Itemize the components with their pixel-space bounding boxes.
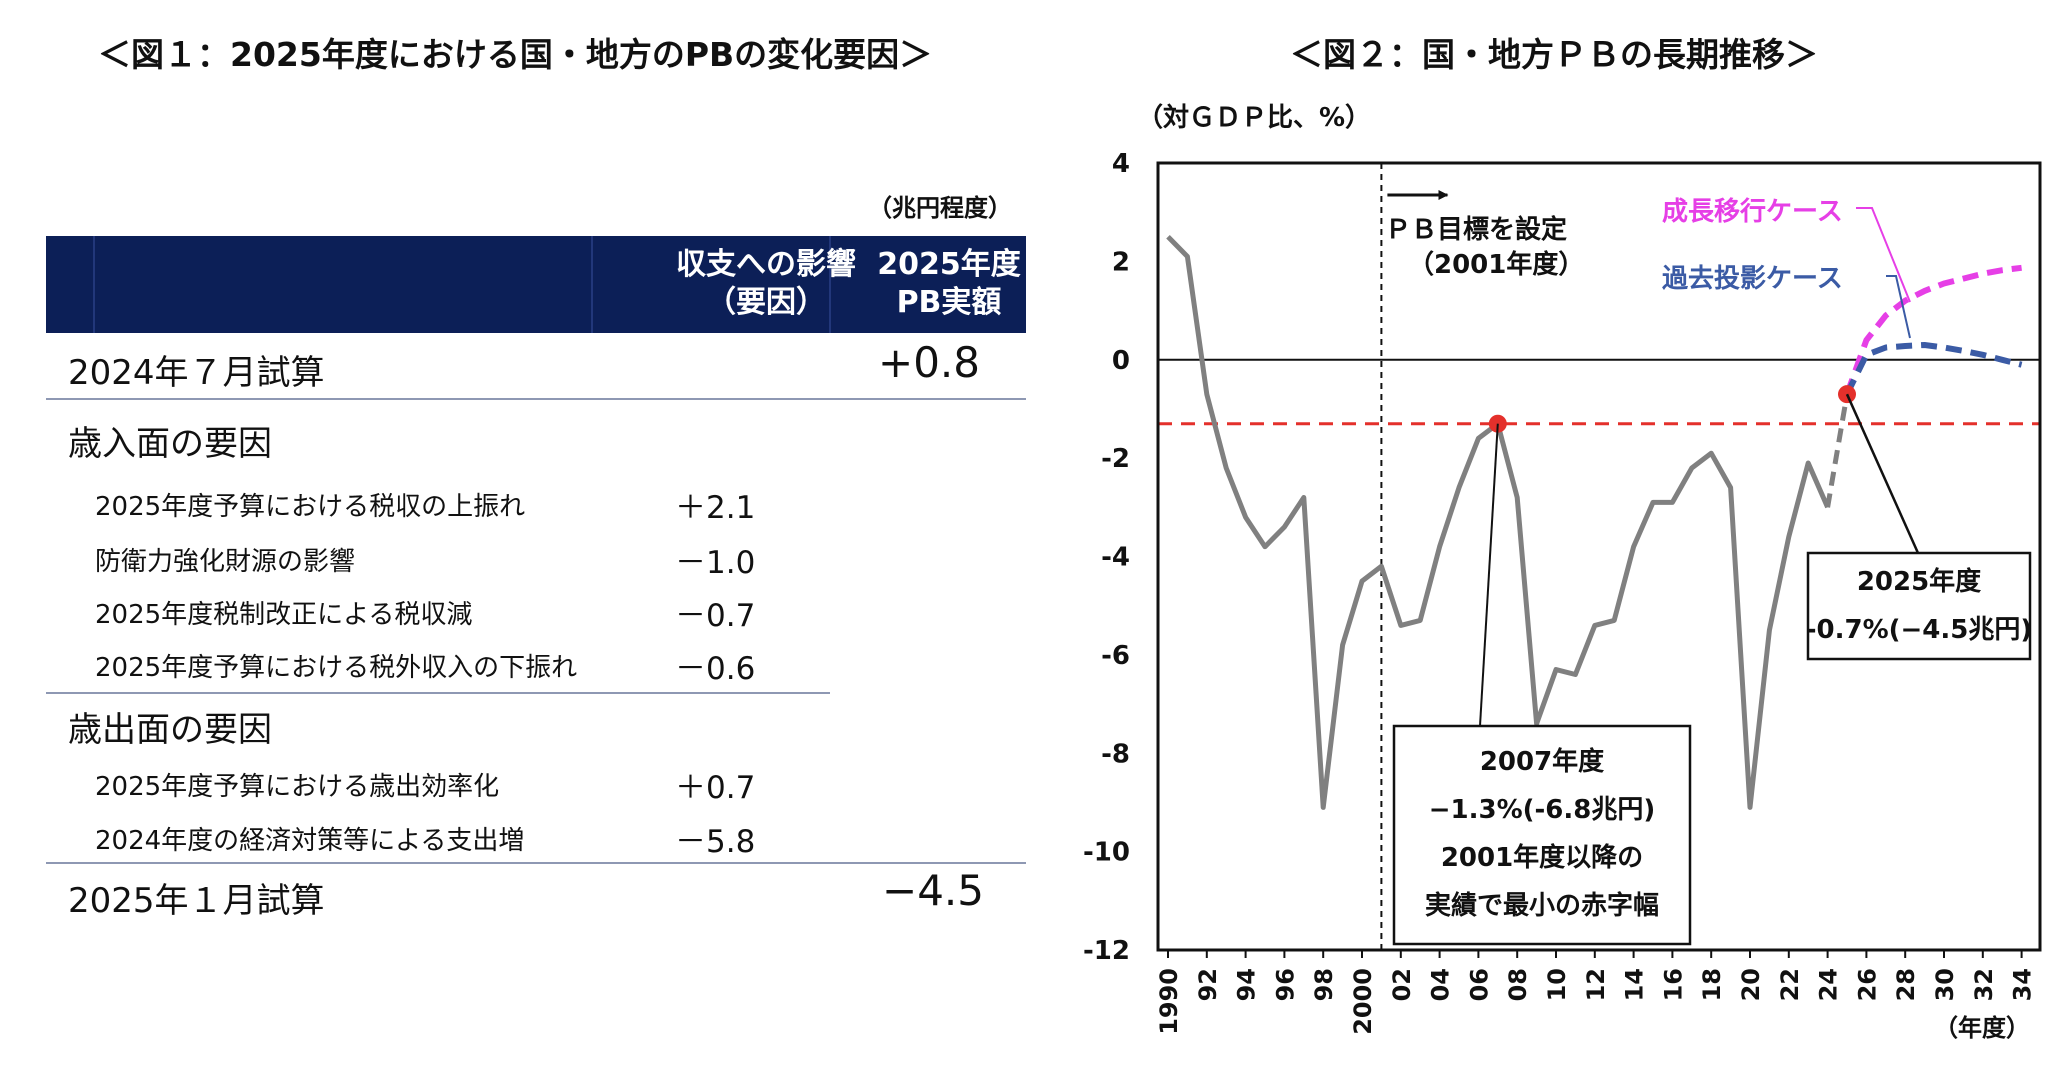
- expenditure-heading: 歳出面の要因: [68, 710, 272, 750]
- x-tick-label: 34: [2009, 968, 2037, 1001]
- revenue-item-value: ＋2.1: [675, 490, 756, 526]
- x-tick-label: 92: [1194, 968, 1222, 1001]
- annotation-2025-leader: [1845, 393, 1920, 554]
- divider: [46, 398, 1026, 400]
- x-axis: 1990 92 94 96 98 2000 02 04 06 08 10 12 14 16 18 20 22 24…: [1155, 950, 2037, 1035]
- y-tick-label: 4: [1112, 149, 1130, 179]
- annotation-2007-line2: −1.3%(-6.8兆円): [1429, 795, 1656, 825]
- x-axis-title: （年度）: [1934, 1014, 2030, 1042]
- x-tick-label: 96: [1271, 968, 1299, 1001]
- revenue-heading: 歳入面の要因: [68, 424, 272, 464]
- x-tick-label: 16: [1659, 968, 1687, 1001]
- expenditure-item-label: 2024年度の経済対策等による支出増: [95, 826, 525, 856]
- revenue-item-value: －0.6: [675, 651, 756, 687]
- x-tick-label: 04: [1427, 968, 1455, 1001]
- revenue-item-value: －1.0: [675, 545, 756, 581]
- series-growth-line: [1844, 264, 2022, 396]
- x-tick-label: 26: [1853, 968, 1881, 1001]
- revenue-item-value: －0.7: [675, 598, 756, 634]
- legend-growth-leader: [1856, 207, 1911, 303]
- figure2-title: ＜図２：国・地方ＰＢの長期推移＞: [1290, 35, 1818, 74]
- annotation-2007-line3: 2001年度以降の: [1441, 842, 1643, 873]
- x-tick-label: 2000: [1349, 968, 1377, 1035]
- y-tick-label: -6: [1101, 641, 1130, 671]
- target-label-line1: ＰＢ目標を設定: [1385, 214, 1567, 245]
- y-tick-label: -10: [1083, 838, 1130, 868]
- annotation-2025-line2: -0.7%(−4.5兆円): [1806, 615, 2033, 645]
- series-estimate-line: [1825, 393, 1850, 508]
- annotation-2007-leader: [1479, 423, 1499, 727]
- legend-baseline-label: 過去投影ケース: [1662, 264, 1843, 294]
- table-header: 収支への影響 （要因） 2025年度 PB実額: [46, 236, 1026, 333]
- header-actual-line1: 2025年度: [877, 247, 1021, 282]
- x-tick-label: 14: [1621, 968, 1649, 1001]
- y-tick-label: -8: [1101, 739, 1130, 769]
- expenditure-item-label: 2025年度予算における歳出効率化: [95, 772, 500, 802]
- expenditure-item-value: －5.8: [675, 824, 756, 860]
- x-tick-label: 08: [1504, 968, 1532, 1001]
- x-tick-label: 20: [1737, 968, 1765, 1001]
- x-tick-label: 12: [1582, 968, 1610, 1001]
- x-tick-label: 06: [1465, 968, 1493, 1001]
- start-row-label: 2024年７月試算: [68, 353, 325, 393]
- revenue-item-label: 2025年度税制改正による税収減: [95, 600, 473, 630]
- x-tick-label: 24: [1815, 968, 1843, 1001]
- divider: [46, 862, 1026, 864]
- annotation-2007-line1: 2007年度: [1480, 746, 1604, 777]
- y-axis: 4 2 0 -2 -4 -6 -8 -10 -12: [1083, 149, 1130, 966]
- annotation-2007-line4: 実績で最小の赤字幅: [1425, 890, 1659, 921]
- x-tick-label: 30: [1931, 968, 1959, 1001]
- annotation-2007-box: [1392, 724, 1692, 946]
- y-tick-label: -2: [1101, 444, 1130, 474]
- x-tick-label: 02: [1388, 968, 1416, 1001]
- x-tick-label: 1990: [1155, 968, 1183, 1035]
- y-axis-title: （対ＧＤＰ比、%）: [1137, 103, 1371, 133]
- x-tick-label: 98: [1310, 968, 1338, 1001]
- series-baseline-line: [1844, 342, 2023, 396]
- start-row-value: +0.8: [878, 338, 980, 387]
- legend-growth-label: 成長移行ケース: [1662, 196, 1843, 227]
- y-tick-label: 0: [1112, 346, 1130, 376]
- figure1-title: ＜図１：2025年度における国・地方のPBの変化要因＞: [98, 35, 933, 74]
- annotation-2025-line1: 2025年度: [1857, 566, 1981, 597]
- series-actual-line: [1166, 235, 1830, 810]
- header-impact: 収支への影響 （要因）: [601, 246, 931, 322]
- x-tick-label: 32: [1970, 968, 1998, 1001]
- expenditure-item-value: ＋0.7: [675, 770, 756, 806]
- revenue-item-label: 2025年度予算における税収の上振れ: [95, 492, 526, 522]
- annotation-2025-box: [1806, 551, 2032, 661]
- header-impact-line1: 収支への影響: [676, 247, 856, 282]
- header-actual-line2: PB実額: [896, 285, 1002, 320]
- divider: [46, 692, 830, 694]
- end-row-label: 2025年１月試算: [68, 881, 325, 921]
- plot-frame: [1156, 161, 2042, 952]
- target-label-line2: （2001年度）: [1408, 249, 1584, 280]
- y-tick-label: 2: [1112, 247, 1130, 277]
- x-tick-label: 10: [1543, 968, 1571, 1001]
- x-tick-label: 28: [1892, 968, 1920, 1001]
- table-unit-label: （兆円程度）: [868, 194, 1012, 222]
- legend-baseline-leader: [1886, 275, 1911, 339]
- y-tick-label: -12: [1083, 936, 1130, 966]
- x-tick-label: 18: [1698, 968, 1726, 1001]
- x-tick-label: 94: [1233, 968, 1261, 1001]
- revenue-item-label: 2025年度予算における税外収入の下振れ: [95, 653, 578, 683]
- y-tick-label: -4: [1101, 543, 1130, 573]
- header-impact-line2: （要因）: [706, 285, 826, 320]
- revenue-item-label: 防衛力強化財源の影響: [95, 547, 356, 577]
- end-row-value: −4.5: [882, 866, 984, 915]
- header-actual: 2025年度 PB実額: [829, 246, 1069, 322]
- x-tick-label: 22: [1776, 968, 1804, 1001]
